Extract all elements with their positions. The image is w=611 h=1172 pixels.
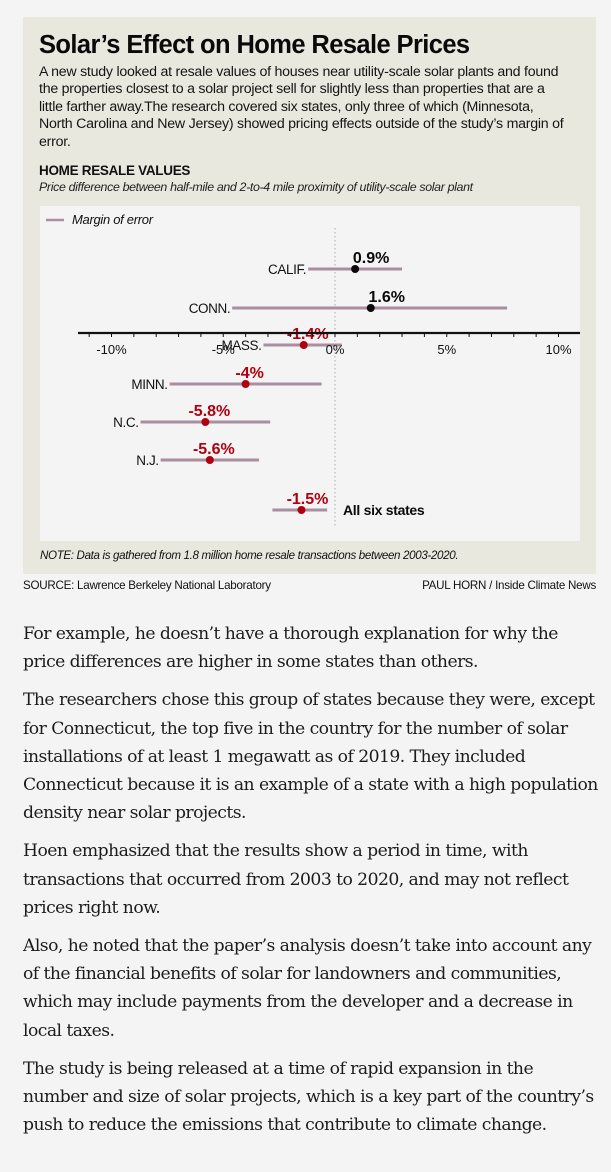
category-label: All six states <box>343 502 425 518</box>
chart-row: -1.5% All six states <box>272 491 425 518</box>
x-axis: -10% -5% 0% 5% 10% <box>77 331 580 357</box>
estimate-dot <box>241 380 250 388</box>
article-paragraph: For example, he doesn’t have a thorough … <box>23 624 558 673</box>
legend: Margin of error <box>46 212 154 227</box>
x-tick-label: 10% <box>545 342 571 357</box>
article-paragraph: The researchers chose this group of stat… <box>23 690 598 824</box>
chart-row: -5.8% N.C. <box>113 403 271 430</box>
estimate-dot <box>205 456 214 464</box>
chart-row: -4% MINN. <box>131 365 322 392</box>
chart-panel: Margin of error 0.9% CALIF. 1.6% CONN. -1.4%… <box>40 206 580 541</box>
x-tick-label: -10% <box>96 342 127 357</box>
value-label: -5.6% <box>193 441 235 458</box>
article-body: For example, he doesn’t have a thorough … <box>23 620 598 1149</box>
category-label: MASS. <box>221 338 261 353</box>
chart-rows: 0.9% CALIF. 1.6% CONN. -1.4% MASS. -4% MINN. -5.… <box>113 250 508 518</box>
estimate-dot <box>201 418 210 426</box>
value-label: -1.5% <box>287 491 329 508</box>
value-label: 0.9% <box>353 250 389 267</box>
chart-subheading: Price difference between half-mile and 2… <box>39 180 473 194</box>
category-label: N.J. <box>136 453 158 468</box>
chart-note: NOTE: Data is gathered from 1.8 million … <box>40 549 459 562</box>
legend-label: Margin of error <box>72 212 154 227</box>
article-paragraph: Hoen emphasized that the results show a … <box>23 841 569 918</box>
value-label: -1.4% <box>287 326 329 343</box>
estimate-dot <box>351 265 360 273</box>
value-label: -4% <box>235 365 263 382</box>
x-tick-label: -5% <box>212 342 236 357</box>
value-label: 1.6% <box>369 289 405 306</box>
infographic: Solar’s Effect on Home Resale Prices A n… <box>23 17 596 574</box>
x-tick-label: 5% <box>437 342 456 357</box>
estimate-dot <box>297 506 306 514</box>
source-credit: SOURCE: Lawrence Berkeley National Labor… <box>23 579 271 592</box>
x-tick-label: 0% <box>326 342 345 357</box>
dot-plot-chart: Margin of error 0.9% CALIF. 1.6% CONN. -1.4%… <box>46 212 580 526</box>
category-label: CALIF. <box>268 262 306 277</box>
category-label: MINN. <box>131 377 167 392</box>
infographic-dek: A new study looked at resale values of h… <box>39 64 564 150</box>
infographic-title: Solar’s Effect on Home Resale Prices <box>39 31 470 59</box>
article-paragraph: The study is being released at a time of… <box>23 1058 594 1136</box>
chart-row: 0.9% CALIF. <box>268 250 403 277</box>
category-label: CONN. <box>189 301 231 316</box>
chart-row: -1.4% MASS. <box>221 326 342 353</box>
value-label: -5.8% <box>188 403 230 420</box>
estimate-dot <box>366 304 375 312</box>
chart-row: 1.6% CONN. <box>189 289 508 316</box>
chart-row: -5.6% N.J. <box>136 441 260 468</box>
byline-credit: PAUL HORN / Inside Climate News <box>422 579 596 592</box>
estimate-dot <box>299 341 308 349</box>
category-label: N.C. <box>113 415 138 430</box>
chart-heading: HOME RESALE VALUES <box>39 163 191 178</box>
article-paragraph: Also, he noted that the paper’s analysis… <box>23 936 592 1041</box>
